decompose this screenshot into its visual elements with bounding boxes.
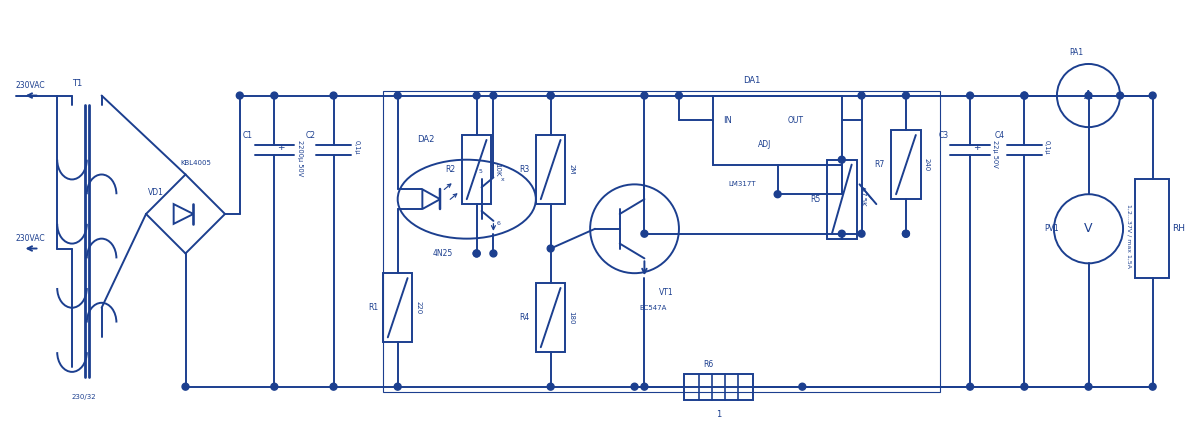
Circle shape [902, 230, 910, 237]
Bar [892, 130, 920, 199]
Text: 10K: 10K [494, 163, 500, 176]
Text: 2M: 2M [569, 165, 575, 175]
Circle shape [330, 92, 337, 99]
Circle shape [236, 92, 244, 99]
Circle shape [547, 245, 554, 252]
Text: OUT: OUT [787, 116, 804, 125]
Circle shape [1085, 92, 1092, 99]
Bar [462, 135, 492, 204]
Text: C2: C2 [306, 131, 316, 139]
Circle shape [473, 250, 480, 257]
Text: 230VAC: 230VAC [16, 234, 46, 243]
Circle shape [547, 92, 554, 99]
Circle shape [473, 92, 480, 99]
Text: R1: R1 [368, 303, 378, 312]
Text: R3: R3 [520, 165, 529, 174]
Circle shape [967, 92, 973, 99]
Text: VD1: VD1 [148, 188, 164, 197]
Bar [684, 374, 752, 399]
Text: 6: 6 [497, 221, 500, 226]
Text: 0,1µ: 0,1µ [1044, 140, 1050, 154]
Circle shape [774, 191, 781, 198]
Circle shape [641, 383, 648, 390]
Text: 2200µ 50V: 2200µ 50V [298, 140, 304, 176]
Circle shape [631, 383, 638, 390]
Circle shape [1150, 383, 1156, 390]
Text: 180: 180 [569, 311, 575, 324]
Text: 230/32: 230/32 [72, 393, 96, 399]
Text: 230VAC: 230VAC [16, 81, 46, 90]
Circle shape [1021, 92, 1028, 99]
Text: RН: RН [1172, 224, 1186, 233]
Text: PV1: PV1 [1044, 224, 1058, 233]
Text: 240: 240 [924, 158, 930, 171]
Text: C4: C4 [995, 131, 1004, 139]
Bar [536, 283, 565, 352]
Text: 7,5K: 7,5K [859, 191, 865, 207]
Circle shape [902, 92, 910, 99]
Circle shape [490, 250, 497, 257]
Text: C1: C1 [242, 131, 253, 139]
Text: 4N25: 4N25 [432, 249, 452, 258]
Circle shape [641, 92, 648, 99]
Bar [383, 91, 941, 392]
Circle shape [799, 383, 805, 390]
Text: PA1: PA1 [1069, 47, 1082, 57]
Circle shape [271, 383, 277, 390]
Text: IN: IN [724, 116, 732, 125]
Text: +: + [973, 143, 980, 152]
Circle shape [395, 92, 401, 99]
Text: DA1: DA1 [743, 76, 761, 85]
Text: A: A [1085, 89, 1093, 102]
Text: x: x [502, 177, 505, 182]
Text: 1,2...37V / max 1,5A: 1,2...37V / max 1,5A [1126, 204, 1132, 268]
Text: 220: 220 [415, 301, 421, 314]
Text: KBL4005: KBL4005 [180, 160, 211, 166]
Circle shape [641, 230, 648, 237]
Circle shape [330, 383, 337, 390]
Text: BC547A: BC547A [640, 305, 667, 311]
Text: 22µ 50V: 22µ 50V [991, 140, 997, 168]
Circle shape [967, 383, 973, 390]
Bar [536, 135, 565, 204]
Text: V: V [1085, 222, 1093, 235]
Text: 5: 5 [479, 169, 482, 174]
Circle shape [839, 230, 845, 237]
Circle shape [1117, 92, 1123, 99]
Text: ADJ: ADJ [758, 140, 772, 149]
Circle shape [676, 92, 683, 99]
Text: LM317T: LM317T [728, 181, 756, 187]
Circle shape [547, 383, 554, 390]
Text: R4: R4 [520, 313, 529, 322]
Bar [383, 273, 413, 342]
Bar [714, 95, 841, 165]
Bar [827, 160, 857, 239]
Circle shape [1085, 383, 1092, 390]
Circle shape [1021, 383, 1028, 390]
Circle shape [902, 230, 910, 237]
Text: R5: R5 [810, 195, 821, 204]
Text: R2: R2 [445, 165, 455, 174]
Circle shape [490, 92, 497, 99]
Circle shape [182, 383, 188, 390]
Text: 0,1µ: 0,1µ [353, 140, 359, 154]
Text: R7: R7 [875, 160, 884, 169]
Circle shape [395, 383, 401, 390]
Circle shape [839, 156, 845, 163]
Circle shape [1021, 92, 1028, 99]
Circle shape [858, 230, 865, 237]
Circle shape [547, 92, 554, 99]
Circle shape [473, 250, 480, 257]
Text: 1: 1 [716, 410, 721, 419]
Text: R6: R6 [703, 360, 714, 369]
Text: T1: T1 [72, 79, 82, 88]
Circle shape [1150, 92, 1156, 99]
Circle shape [271, 92, 277, 99]
Text: C3: C3 [938, 131, 949, 139]
Text: DA2: DA2 [418, 135, 434, 145]
Circle shape [858, 92, 865, 99]
Text: VT1: VT1 [659, 288, 674, 297]
Text: +: + [277, 143, 284, 152]
Bar [1135, 179, 1170, 278]
